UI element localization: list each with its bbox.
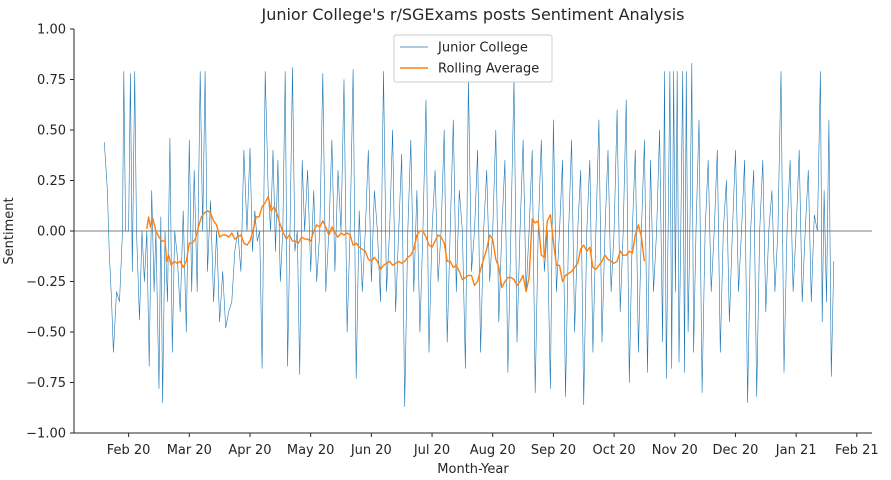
x-ticks: Feb 20 Mar 20 Apr 20 May 20 Jun 20 Jul 20 Aug … <box>107 433 879 458</box>
x-tick-label: Mar 20 <box>167 443 212 458</box>
x-tick-label: Jan 21 <box>775 443 817 458</box>
y-tick-label: 0.50 <box>37 124 66 139</box>
x-tick-label: Feb 20 <box>107 443 151 458</box>
x-tick-label: Apr 20 <box>228 443 271 458</box>
x-tick-label: Jun 20 <box>350 443 392 458</box>
legend-label-junior-college: Junior College <box>437 41 528 56</box>
y-tick-label: −0.25 <box>26 275 66 290</box>
series-line-rolling-average <box>146 196 646 293</box>
y-tick-label: −0.75 <box>26 376 66 391</box>
y-tick-label: 0.25 <box>37 174 66 189</box>
y-tick-label: −1.00 <box>26 427 66 442</box>
y-tick-label: −0.50 <box>26 326 66 341</box>
legend-label-rolling-average: Rolling Average <box>438 62 539 77</box>
y-tick-label: 0.00 <box>37 225 66 240</box>
series-line-junior-college <box>104 63 835 407</box>
x-tick-label: Jul 20 <box>413 443 450 458</box>
x-tick-label: Aug 20 <box>470 443 516 458</box>
y-tick-label: 1.00 <box>37 23 66 38</box>
x-tick-label: Oct 20 <box>593 443 636 458</box>
y-axis-title: Sentiment <box>2 197 17 264</box>
chart-title: Junior College's r/SGExams posts Sentime… <box>260 5 684 24</box>
x-axis-title: Month-Year <box>437 462 509 477</box>
x-tick-label: Nov 20 <box>652 443 698 458</box>
x-tick-label: Sep 20 <box>531 443 576 458</box>
x-tick-label: Dec 20 <box>713 443 759 458</box>
legend-box <box>393 34 553 83</box>
legend: Junior College Rolling Average <box>393 34 553 83</box>
y-ticks: 1.00 0.75 0.50 0.25 0.00 −0.25 −0.50 −0.75 −1.00 <box>26 23 74 442</box>
plot-area <box>74 63 872 407</box>
x-tick-label: May 20 <box>287 443 335 458</box>
y-tick-label: 0.75 <box>37 73 66 88</box>
x-tick-label: Feb 21 <box>835 443 879 458</box>
